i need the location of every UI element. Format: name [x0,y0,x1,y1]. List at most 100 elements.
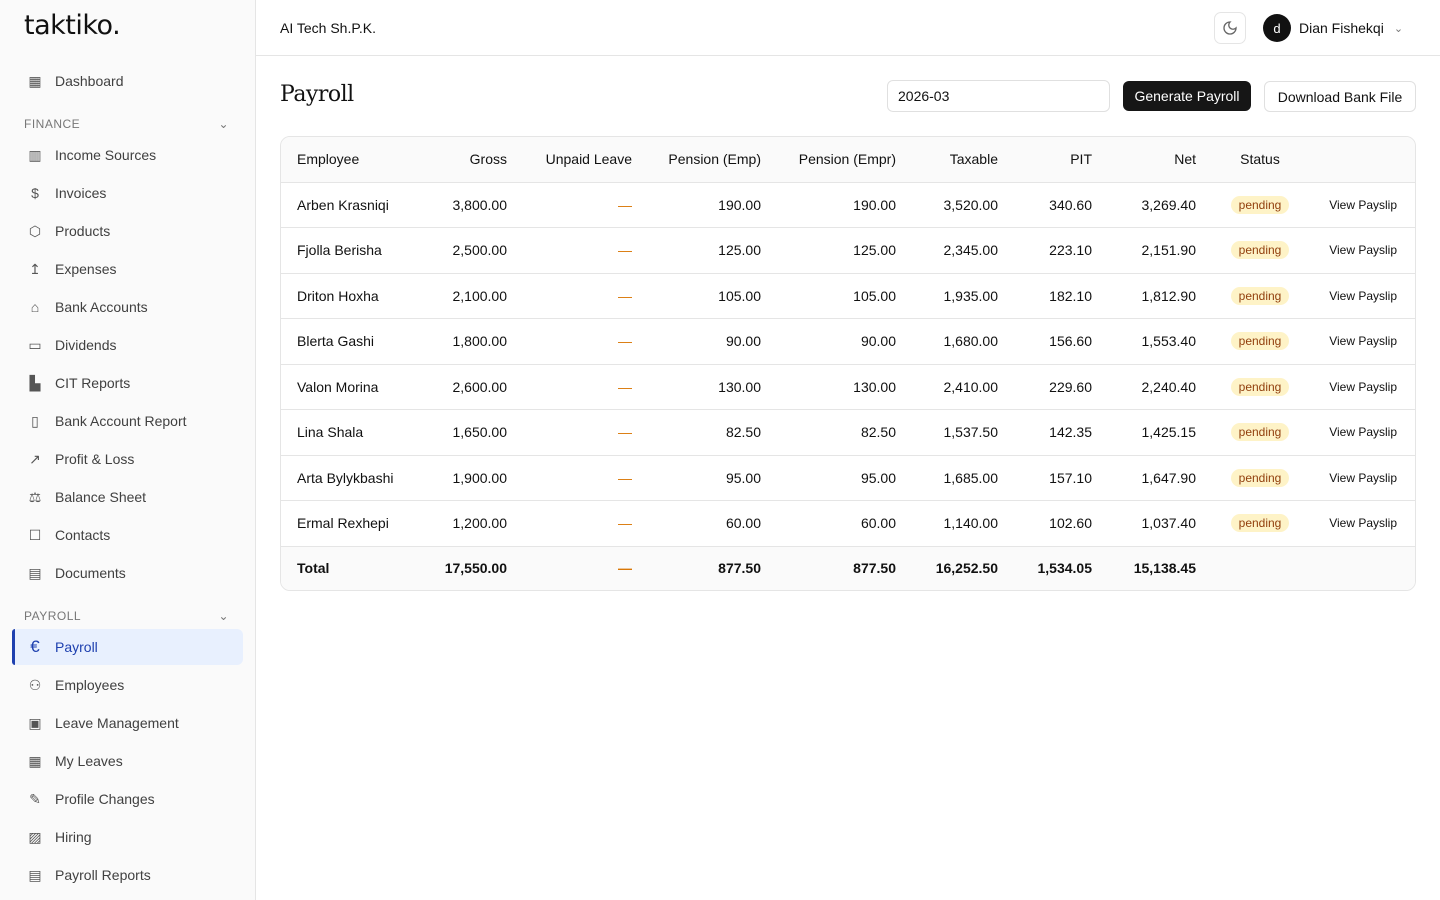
section-label: PAYROLL [24,609,82,623]
column-header: Pension (Emp) [648,137,777,183]
payroll-table: Employee Gross Unpaid Leave Pension (Emp) Pe… [280,136,1416,591]
total-cell: 17,550.00 [415,545,523,590]
page-title: Payroll [280,82,354,107]
dash: — [618,333,632,350]
cell: 1,425.15 [1108,409,1212,456]
cell: 60.00 [777,500,912,547]
calendar-cog-icon: ▣ [28,714,42,731]
total-cell: 16,252.50 [912,545,1014,590]
column-header: Employee [281,137,415,183]
cell: 90.00 [777,318,912,365]
chevron-down-icon: ⌄ [218,117,229,131]
cell: 1,037.40 [1108,500,1212,547]
sidebar-item-documents[interactable]: ▤ Documents [12,555,243,591]
sidebar-item-profit-loss[interactable]: ↗ Profit & Loss [12,441,243,477]
theme-toggle-button[interactable] [1214,12,1246,44]
scale-icon: ⚖ [28,488,42,505]
user-menu[interactable]: d Dian Fishekqi ⌄ [1263,14,1403,42]
cell-status: pending [1212,455,1308,501]
cell: 2,240.40 [1108,364,1212,410]
sidebar-item-income-sources[interactable]: ▥ Income Sources [12,137,243,173]
building-icon: ▥ [28,146,42,163]
sidebar-item-label: Profile Changes [55,791,155,807]
download-bank-file-button[interactable]: Download Bank File [1264,81,1416,112]
view-payslip-link[interactable]: View Payslip [1308,409,1415,456]
cell: 1,935.00 [912,273,1014,319]
cell: 130.00 [777,364,912,410]
bar-chart-icon: ▙ [29,374,41,391]
view-payslip-link[interactable]: View Payslip [1308,455,1415,501]
total-row: Total 17,550.00—877.50 877.50 16,252.50 1,53… [281,545,1415,590]
sidebar-item-label: CIT Reports [55,375,131,391]
sidebar-item-hiring[interactable]: ▨ Hiring [12,819,243,855]
cell: 125.00 [648,227,777,274]
sidebar-item-payroll[interactable]: € Payroll [12,629,243,665]
status-badge: pending [1230,468,1290,487]
column-header: Taxable [912,137,1014,183]
total-cell: Total [281,545,415,590]
upload-icon: ↥ [29,260,41,277]
sidebar-item-label: Bank Account Report [55,413,187,429]
view-payslip-link[interactable]: View Payslip [1308,364,1415,410]
cell-unpaid-leave: — [523,500,648,547]
sidebar-item-cit-reports[interactable]: ▙ CIT Reports [12,365,243,401]
sidebar-item-profile-changes[interactable]: ✎ Profile Changes [12,781,243,817]
sidebar-item-expenses[interactable]: ↥ Expenses [12,251,243,287]
month-input[interactable] [887,80,1110,112]
section-payroll[interactable]: PAYROLL ⌄ [12,593,243,629]
contact-icon: ☐ [28,526,42,543]
briefcase-icon: ▨ [28,828,42,845]
total-cell: 15,138.45 [1108,545,1212,590]
total-cell: 877.50 [777,545,912,590]
total-cell: 877.50 [648,545,777,590]
status-badge: pending [1230,286,1290,305]
total-cell: 1,534.05 [1014,545,1108,590]
cell-unpaid-leave: — [523,227,648,274]
view-payslip-link[interactable]: View Payslip [1308,273,1415,319]
sidebar-item-label: Balance Sheet [55,489,147,505]
column-header: PIT [1014,137,1108,183]
logo: taktiko. [24,10,121,41]
view-payslip-link[interactable]: View Payslip [1308,182,1415,228]
section-label: FINANCE [24,117,81,131]
generate-payroll-button[interactable]: Generate Payroll [1123,81,1251,111]
section-finance[interactable]: FINANCE ⌄ [12,101,243,137]
cell: 2,345.00 [912,227,1014,274]
sidebar-item-products[interactable]: ⬡ Products [12,213,243,249]
table-row: Valon Morina 2,600.00—130.00 130.00 2,410.0… [281,364,1415,410]
status-badge: pending [1230,332,1290,351]
sidebar-item-dividends[interactable]: ▭ Dividends [12,327,243,363]
section-admin[interactable]: ADMIN⌄ [12,895,243,900]
view-payslip-link[interactable]: View Payslip [1308,227,1415,274]
sidebar-item-bank-accounts[interactable]: ⌂ Bank Accounts [12,289,243,325]
sidebar-item-contacts[interactable]: ☐ Contacts [12,517,243,553]
cell-status: pending [1212,273,1308,319]
sidebar-item-payroll-reports[interactable]: ▤ Payroll Reports [12,857,243,893]
sidebar-item-leave-management[interactable]: ▣ Leave Management [12,705,243,741]
dash: — [618,424,632,441]
sidebar-item-invoices[interactable]: $ Invoices [12,175,243,211]
calendar-icon: ▦ [28,752,42,769]
sidebar-item-dashboard[interactable]: ▦ Dashboard [12,63,243,99]
sidebar-item-bank-account-report[interactable]: ▯ Bank Account Report [12,403,243,439]
cell: 130.00 [648,364,777,410]
avatar: d [1263,14,1291,42]
cell: 229.60 [1014,364,1108,410]
cell: Arben Krasniqi [281,182,415,228]
sidebar-item-label: Employees [55,677,125,693]
cell: 1,140.00 [912,500,1014,547]
column-header: Unpaid Leave [523,137,648,183]
cell: 95.00 [648,455,777,501]
sidebar-item-my-leaves[interactable]: ▦ My Leaves [12,743,243,779]
cell-status: pending [1212,227,1308,274]
view-payslip-link[interactable]: View Payslip [1308,318,1415,365]
receipt-icon: $ [31,185,39,201]
view-payslip-link[interactable]: View Payslip [1308,500,1415,547]
dashboard-icon: ▦ [28,72,42,89]
sidebar-item-employees[interactable]: ⚇ Employees [12,667,243,703]
sidebar-item-balance-sheet[interactable]: ⚖ Balance Sheet [12,479,243,515]
dash: — [618,469,632,486]
euro-icon: € [30,637,40,656]
cell: 95.00 [777,455,912,501]
dash: — [618,196,632,213]
